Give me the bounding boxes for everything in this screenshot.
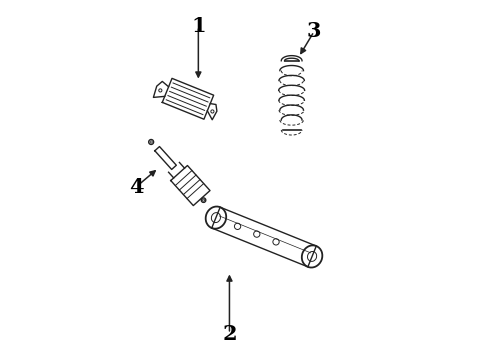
Text: 4: 4: [129, 177, 144, 197]
Text: 3: 3: [307, 21, 321, 41]
Text: 1: 1: [191, 16, 206, 36]
Text: 2: 2: [222, 324, 237, 344]
